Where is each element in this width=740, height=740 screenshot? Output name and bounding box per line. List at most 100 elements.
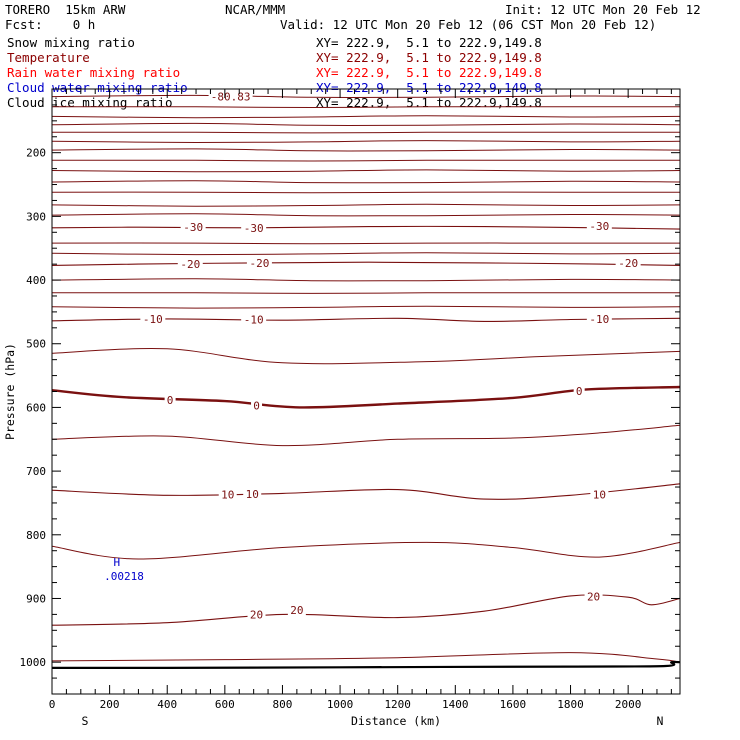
south-label: S [82,714,89,728]
field-range-rain: XY= 222.9, 5.1 to 222.9,149.8 [316,65,542,80]
contour-label: 20 [587,591,600,604]
field-label-snow: Snow mixing ratio [7,35,135,50]
x-tick-label: 1600 [500,698,527,711]
contour-label: 10 [221,489,234,502]
secondary-isotherm [52,424,680,447]
contour-label: -10 [589,313,609,326]
field-range-temperature: XY= 222.9, 5.1 to 222.9,149.8 [316,50,542,65]
contour-label: -20 [618,257,638,270]
y-tick-label: 900 [26,592,46,605]
contour-label-bg [573,384,585,397]
x-tick-label: 1400 [442,698,469,711]
field-label-temperature: Temperature [7,50,90,65]
contour-label-bg [586,219,612,232]
contour-label: -10 [143,313,163,326]
contour-label-bg [140,312,166,325]
forecast-hour: Fcst: 0 h [5,17,96,32]
secondary-isotherm [52,148,680,152]
contour-label: 10 [593,489,606,502]
secondary-isotherm [52,131,680,134]
contour-label: -30 [183,221,203,234]
surface-line [52,660,680,670]
init-time: Init: 12 UTC Mon 20 Feb 12 [505,2,701,17]
secondary-isotherm [52,106,680,109]
contour-label: 10 [246,488,259,501]
secondary-isotherm [52,242,680,245]
annotation-bg [208,90,253,103]
plot-frame [51,88,681,695]
contour-label-bg [218,488,237,501]
contour-label-bg [590,488,609,501]
secondary-isotherm [52,94,680,98]
isotherm-minus10 [52,317,680,322]
x-tick-label: 1200 [384,698,411,711]
secondary-isotherm [52,159,680,162]
isotherm-0 [52,385,680,409]
contour-label-bg [246,256,272,269]
x-axis-label: Distance (km) [351,714,441,728]
x-tick-label: 1000 [327,698,354,711]
contour-label: 20 [250,608,263,621]
contour-label-bg [180,221,206,234]
y-tick-label: 800 [26,529,46,542]
secondary-isotherm [52,213,680,217]
contour-label: -30 [589,220,609,233]
y-axis-label: Pressure (hPa) [3,343,17,440]
secondary-isotherm [52,292,680,294]
contour-label: -20 [249,257,269,270]
contour-label: -20 [180,258,200,271]
secondary-isotherm [52,652,680,663]
y-tick-label: 400 [26,274,46,287]
contour-label-bg [247,608,266,621]
x-tick-label: 800 [273,698,293,711]
secondary-isotherm [52,541,680,560]
contour-label: 0 [576,385,583,398]
x-tick-label: 1800 [557,698,584,711]
annotation-label: H [114,556,121,569]
y-tick-label: 300 [26,210,46,223]
y-tick-label: 500 [26,338,46,351]
y-tick-label: 1000 [20,656,47,669]
valid-time: Valid: 12 UTC Mon 20 Feb 12 (06 CST Mon … [280,17,657,32]
field-label-rain: Rain water mixing ratio [7,65,181,80]
contour-label-bg [586,312,612,325]
contour-label-bg [287,603,306,616]
secondary-isotherm [52,140,680,144]
annotation-label: .00218 [104,570,144,583]
contour-label: -30 [244,222,264,235]
contour-label-bg [241,313,267,326]
contour-label-bg [241,221,267,234]
north-label: N [657,714,664,728]
contour-label-bg [615,256,641,269]
y-tick-label: 600 [26,401,46,414]
contour-label: 0 [167,394,174,407]
contour-label: -10 [244,314,264,327]
x-tick-label: 400 [157,698,177,711]
x-tick-label: 0 [49,698,56,711]
secondary-isotherm [52,252,680,256]
contour-label-bg [243,488,262,501]
contour-label-bg [251,399,263,412]
contour-label: 0 [253,400,260,413]
secondary-isotherm [52,180,680,184]
secondary-isotherm [52,278,680,282]
y-tick-label: 700 [26,465,46,478]
model-title: TORERO 15km ARW [5,2,126,17]
isotherm-20 [52,594,680,626]
contour-label-bg [584,590,603,603]
contour-label-bg [177,258,203,271]
field-range-cloud-ice: XY= 222.9, 5.1 to 222.9,149.8 [316,95,542,110]
contour-label: 20 [290,604,303,617]
contour-label-bg [164,393,176,406]
secondary-isotherm [52,348,680,365]
x-tick-label: 200 [100,698,120,711]
field-label-cloud-ice: Cloud ice mixing ratio [7,95,173,110]
x-tick-label: 2000 [615,698,642,711]
secondary-isotherm [52,122,680,126]
x-tick-label: 600 [215,698,235,711]
secondary-isotherm [52,191,680,194]
annotation-label: -80.83 [211,91,251,104]
field-range-snow: XY= 222.9, 5.1 to 222.9,149.8 [316,35,542,50]
secondary-isotherm [52,203,680,207]
